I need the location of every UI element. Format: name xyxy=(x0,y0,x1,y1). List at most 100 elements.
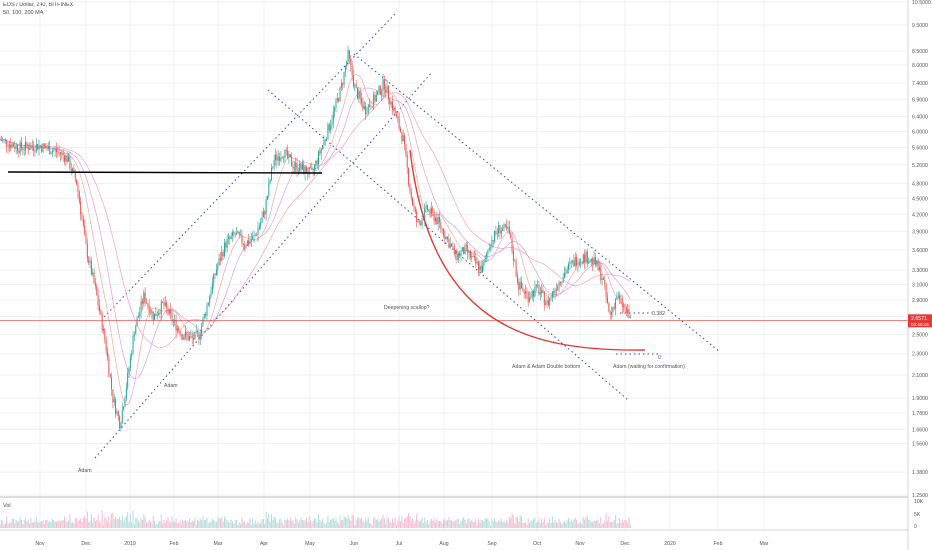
volume-bar xyxy=(209,521,211,528)
volume-bar xyxy=(223,516,225,528)
volume-bar xyxy=(171,516,173,528)
candle-body xyxy=(604,280,606,285)
drawing-overlays xyxy=(0,149,908,351)
volume-bar xyxy=(601,524,603,528)
volume-bar xyxy=(608,516,610,528)
volume-bar xyxy=(132,510,134,528)
volume-bar xyxy=(616,523,618,528)
volume-bar xyxy=(73,523,75,528)
candle-body xyxy=(59,152,61,155)
candle-body xyxy=(261,217,263,223)
candle-body xyxy=(171,313,173,322)
volume-bar xyxy=(252,518,254,528)
volume-bar xyxy=(418,521,420,528)
volume-bar xyxy=(404,518,406,528)
time-axis[interactable]: Nov Dec 2019 Feb Mar Apr May Jun Jul Aug Sep Oct Nov… xyxy=(0,529,908,547)
volume-bar xyxy=(436,518,438,528)
candle-body xyxy=(508,226,510,234)
candle-body xyxy=(0,139,1,141)
volume-bar xyxy=(508,516,510,528)
candle-body xyxy=(54,149,56,151)
volume-bar xyxy=(420,520,422,528)
time-tick-label: Nov xyxy=(35,541,45,547)
candle-body xyxy=(21,142,23,149)
price-tick-label: 10.5000 xyxy=(912,0,931,6)
candle-body xyxy=(412,198,414,206)
candle-body xyxy=(93,272,95,284)
candle-body xyxy=(460,251,462,257)
volume-bar xyxy=(495,520,497,528)
candle-body xyxy=(78,191,80,202)
candle-body xyxy=(88,258,90,263)
candle-body xyxy=(539,292,541,295)
volume-bar xyxy=(473,522,475,528)
volume-bar xyxy=(297,522,299,528)
volume-bar xyxy=(596,519,598,528)
candle-body xyxy=(47,146,49,149)
candle-body xyxy=(12,144,14,147)
candle-body xyxy=(619,295,621,299)
volume-bar xyxy=(429,521,431,528)
volume-bar xyxy=(128,521,130,528)
candle-body xyxy=(463,247,465,255)
volume-bar xyxy=(307,522,309,528)
volume-bar xyxy=(549,518,551,528)
volume-bar xyxy=(135,518,137,528)
volume-bar xyxy=(425,521,427,528)
volume-bar xyxy=(304,520,306,528)
volume-bar xyxy=(154,520,156,528)
volume-bar xyxy=(534,517,536,528)
candle-body xyxy=(295,162,297,168)
candle-body xyxy=(223,242,225,257)
volume-bar xyxy=(234,520,236,528)
candle-body xyxy=(150,312,152,314)
candle-body xyxy=(365,106,367,114)
volume-bar xyxy=(108,516,110,528)
candle-body xyxy=(371,107,373,108)
candle-body xyxy=(549,298,551,306)
volume-bar xyxy=(405,517,407,528)
volume-bar xyxy=(174,521,176,528)
volume-bar xyxy=(594,521,596,528)
volume-bar xyxy=(331,518,333,528)
volume-bar xyxy=(342,519,344,528)
candle-body xyxy=(160,301,162,314)
volume-bar xyxy=(240,523,242,528)
candle-body xyxy=(546,300,548,304)
candle-body xyxy=(566,269,568,274)
candle-body xyxy=(625,307,627,314)
volume-bar xyxy=(139,522,141,528)
volume-bar xyxy=(37,522,39,528)
volume-bar xyxy=(537,521,539,528)
candle-body xyxy=(621,298,623,308)
volume-bar xyxy=(390,522,392,528)
volume-bar xyxy=(172,521,174,528)
candle-body xyxy=(215,269,217,275)
candle-body xyxy=(565,272,567,274)
price-tick-label: 2.1000 xyxy=(912,373,928,379)
volume-bar xyxy=(498,520,500,528)
candle-body xyxy=(159,312,161,314)
volume-bar xyxy=(116,518,118,528)
price-tick-label: 2.9000 xyxy=(912,298,928,304)
candle-body xyxy=(494,230,496,242)
volume-bar xyxy=(375,519,377,528)
candle-body xyxy=(205,313,207,316)
volume-bar xyxy=(0,524,1,528)
candle-body xyxy=(84,225,86,234)
time-tick-label: Oct xyxy=(533,541,542,547)
volume-bar xyxy=(623,522,625,528)
candle-body xyxy=(277,156,279,161)
candle-body xyxy=(350,58,352,65)
candle-body xyxy=(152,311,154,321)
candle-body xyxy=(89,261,91,263)
volume-bar xyxy=(346,518,348,528)
candle-body xyxy=(328,124,330,131)
price-axis[interactable]: 10.5000 9.5000 8.5000 8.0000 7.4000 6.9000 6.4… xyxy=(907,0,932,550)
candle-body xyxy=(499,225,501,234)
volume-bar xyxy=(441,523,443,528)
volume-bar xyxy=(386,516,388,528)
volume-bar xyxy=(363,522,365,528)
candle-body xyxy=(15,145,17,149)
